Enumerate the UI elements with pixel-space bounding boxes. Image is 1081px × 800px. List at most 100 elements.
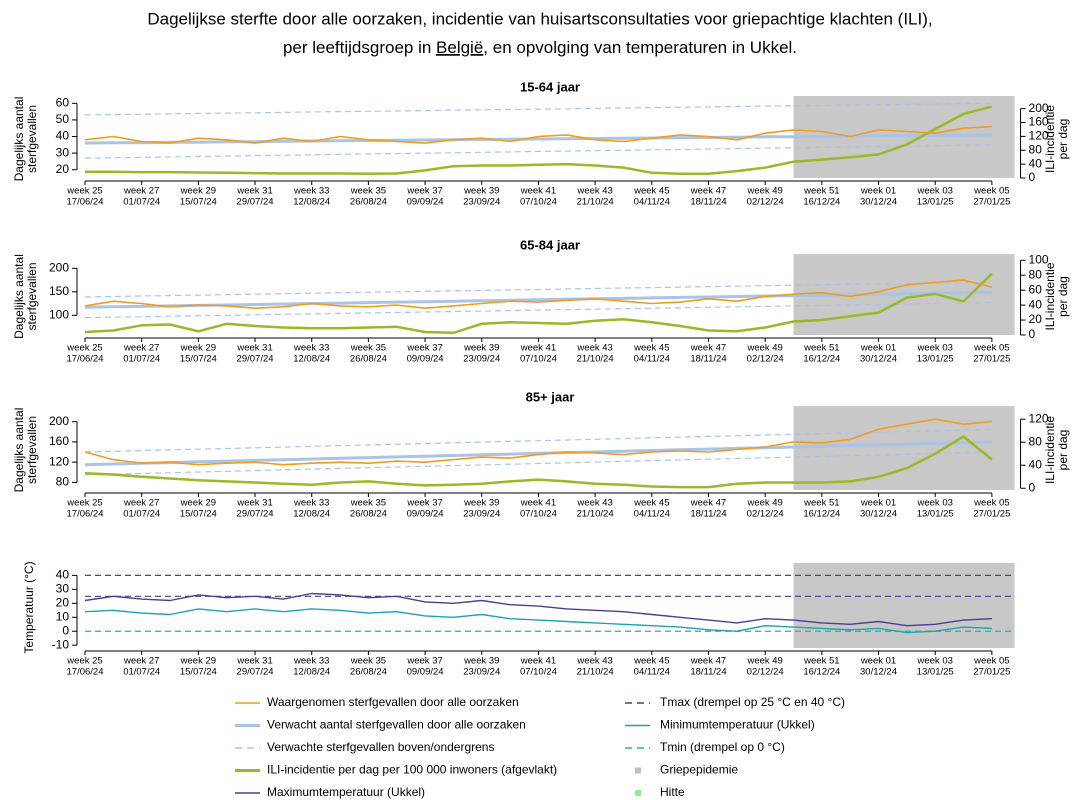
legend-label: Maximumtemperatuur (Ukkel): [267, 785, 425, 799]
title-link[interactable]: België: [436, 38, 483, 57]
x-tick-label: week 41: [520, 498, 556, 509]
x-tick-label: week 05: [973, 656, 1009, 667]
y2-tick-label: 40: [1029, 457, 1043, 471]
x-tick-label: week 45: [633, 498, 669, 509]
series-line: [84, 102, 992, 116]
x-tick-date: 16/12/24: [803, 197, 840, 208]
series-line: [84, 418, 992, 466]
x-tick-date: 26/08/24: [350, 197, 387, 208]
y-axis-label: sterfgevallen: [25, 262, 39, 330]
y-tick-label: 10: [56, 609, 70, 623]
x-tick-date: 02/12/24: [747, 667, 784, 678]
y-tick-label: 150: [49, 284, 69, 298]
legend-label: Hitte: [660, 785, 685, 799]
x-tick-label: week 51: [803, 656, 839, 667]
x-tick-label: week 05: [973, 498, 1009, 509]
x-tick-date: 15/07/24: [180, 354, 217, 365]
y-tick-label: 0: [62, 623, 69, 637]
x-tick-date: 12/08/24: [293, 509, 330, 520]
x-tick-date: 02/12/24: [747, 197, 784, 208]
x-tick-label: week 01: [860, 656, 896, 667]
x-tick-date: 29/07/24: [237, 509, 274, 520]
y2-tick-label: 40: [1029, 297, 1043, 311]
y2-tick-label: 0: [1029, 327, 1036, 341]
x-tick-date: 26/08/24: [350, 509, 387, 520]
y2-tick-label: 200: [1029, 101, 1049, 115]
x-tick-label: week 49: [746, 656, 782, 667]
x-tick-date: 09/09/24: [407, 354, 444, 365]
x-tick-date: 21/10/24: [577, 509, 614, 520]
x-tick-label: week 37: [406, 186, 442, 197]
x-tick-date: 30/12/24: [860, 197, 897, 208]
x-tick-label: week 25: [66, 656, 102, 667]
y2-tick-label: 0: [1029, 480, 1036, 494]
x-tick-label: week 29: [180, 656, 216, 667]
x-tick-date: 21/10/24: [577, 354, 614, 365]
y-tick-label: 200: [49, 261, 69, 275]
x-tick-label: week 35: [350, 656, 386, 667]
x-tick-label: week 29: [180, 343, 216, 354]
x-tick-date: 04/11/24: [634, 667, 670, 678]
x-tick-date: 26/08/24: [350, 667, 387, 678]
x-tick-date: 17/06/24: [67, 354, 104, 365]
x-tick-date: 07/10/24: [520, 354, 557, 365]
x-tick-label: week 51: [803, 186, 839, 197]
x-tick-date: 26/08/24: [350, 354, 387, 365]
title: Dagelijkse sterfte door alle oorzaken, i…: [147, 9, 932, 28]
y2-axis-label: ILI-incidentie: [1043, 416, 1057, 484]
y2-tick-label: 80: [1029, 434, 1043, 448]
x-tick-label: week 31: [236, 186, 272, 197]
x-tick-label: week 25: [66, 498, 102, 509]
legend-label: Verwachte sterfgevallen boven/ondergrens: [267, 740, 494, 754]
panel-title: 65-84 jaar: [520, 237, 580, 252]
x-tick-label: week 25: [66, 343, 102, 354]
x-tick-date: 23/09/24: [463, 197, 500, 208]
x-tick-label: week 47: [690, 498, 726, 509]
y-axis-label: sterfgevallen: [25, 416, 39, 484]
x-tick-label: week 43: [576, 656, 612, 667]
x-tick-date: 15/07/24: [180, 509, 217, 520]
x-tick-label: week 35: [350, 186, 386, 197]
y-axis-label: Temperatuur (°C): [22, 561, 36, 653]
y-tick-label: 80: [56, 475, 70, 489]
x-tick-label: week 31: [236, 656, 272, 667]
x-tick-date: 23/09/24: [463, 667, 500, 678]
x-tick-date: 04/11/24: [634, 509, 670, 520]
x-tick-date: 09/09/24: [407, 197, 444, 208]
y-tick-label: 40: [56, 568, 70, 582]
x-tick-date: 27/01/25: [973, 667, 1010, 678]
x-tick-date: 17/06/24: [67, 667, 104, 678]
x-tick-label: week 03: [917, 343, 953, 354]
legend-label: Griepepidemie: [660, 763, 738, 777]
series-line: [84, 302, 992, 319]
x-tick-label: week 29: [180, 498, 216, 509]
x-tick-label: week 27: [123, 498, 159, 509]
x-tick-label: week 27: [123, 343, 159, 354]
x-tick-date: 15/07/24: [180, 197, 217, 208]
legend-swatch: [635, 767, 641, 774]
y2-tick-label: 80: [1029, 142, 1043, 156]
x-tick-label: week 05: [973, 186, 1009, 197]
legend-label: Tmin (drempel op 0 °C): [660, 740, 785, 754]
series-line: [84, 272, 993, 335]
y-tick-label: 20: [56, 595, 70, 609]
y-tick-label: 30: [56, 582, 70, 596]
y2-tick-label: 120: [1029, 129, 1049, 143]
x-tick-label: week 03: [917, 186, 953, 197]
y2-tick-label: 0: [1029, 170, 1036, 184]
y2-axis-label: per dag: [1056, 119, 1070, 160]
y-axis-label: Dagelijks aantal: [12, 254, 26, 339]
x-tick-label: week 33: [293, 656, 329, 667]
x-tick-label: week 43: [576, 343, 612, 354]
x-tick-label: week 33: [293, 343, 329, 354]
y2-tick-label: 80: [1029, 267, 1043, 281]
x-tick-date: 29/07/24: [237, 354, 274, 365]
legend-label: ILI-incidentie per dag per 100 000 inwon…: [267, 763, 557, 777]
epidemic-shading: [793, 563, 1015, 648]
series-line: [84, 133, 992, 145]
x-tick-label: week 33: [293, 498, 329, 509]
x-tick-label: week 49: [746, 498, 782, 509]
x-tick-date: 07/10/24: [520, 509, 557, 520]
y-tick-label: 120: [49, 454, 69, 468]
